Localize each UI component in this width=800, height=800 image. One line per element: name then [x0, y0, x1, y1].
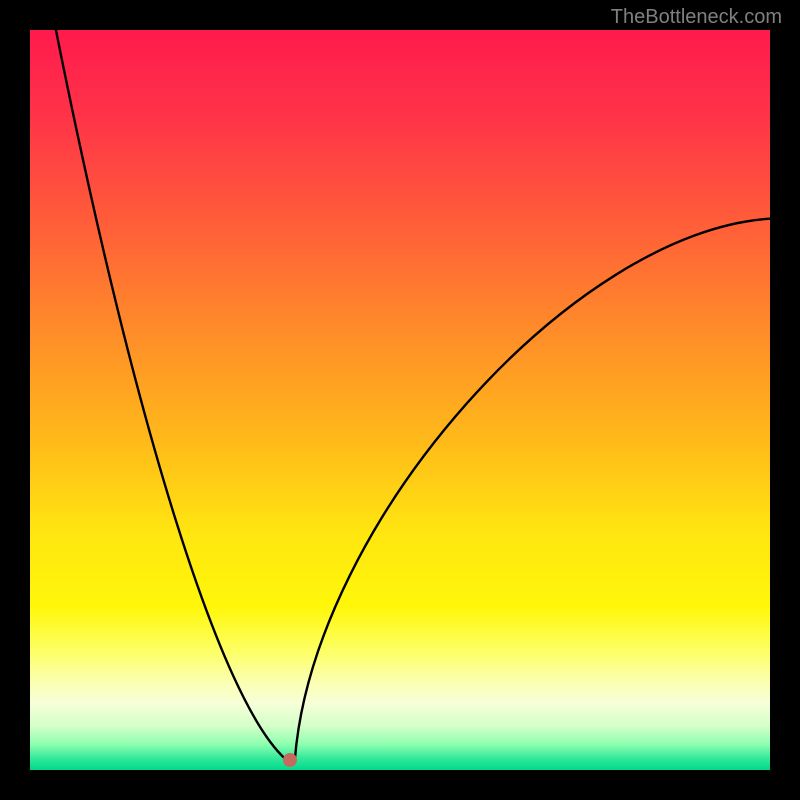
watermark-text: TheBottleneck.com — [611, 6, 782, 29]
optimal-point-dot — [283, 753, 297, 767]
curve-path — [56, 30, 770, 759]
bottleneck-curve — [30, 30, 770, 770]
chart-plot-area — [30, 30, 770, 770]
